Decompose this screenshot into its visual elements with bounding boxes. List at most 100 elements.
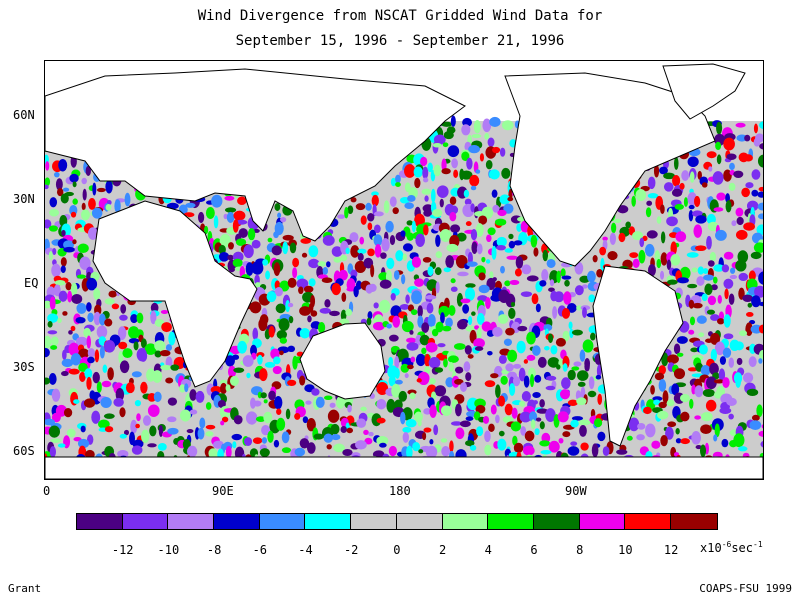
divergence-cell [125,382,135,394]
divergence-cell [600,257,605,272]
divergence-cell [431,328,439,337]
divergence-cell [287,302,294,308]
divergence-cell [516,223,523,232]
divergence-cell [492,326,503,337]
divergence-cell [494,218,507,226]
divergence-cell [485,259,491,264]
colorbar-tick-label: 6 [530,543,538,557]
divergence-cell [478,272,486,281]
divergence-cell [728,357,735,368]
divergence-cell [443,267,451,273]
divergence-cell [249,419,255,425]
divergence-cell [602,446,610,457]
divergence-cell [168,331,176,346]
divergence-cell [394,367,400,379]
divergence-cell [392,207,399,215]
divergence-cell [231,433,243,441]
colorbar-segment [77,514,123,529]
divergence-cell [276,408,282,415]
divergence-cell [298,286,304,295]
colorbar [76,513,718,530]
divergence-cell [87,312,94,323]
divergence-cell [252,437,263,445]
divergence-cell [501,120,514,131]
divergence-cell [77,243,89,253]
divergence-cell [449,211,457,222]
divergence-cell [681,170,690,181]
divergence-cell [422,432,427,441]
divergence-cell [500,375,508,385]
divergence-cell [54,279,66,286]
divergence-cell [530,419,536,430]
divergence-cell [561,275,572,280]
divergence-cell [496,236,507,247]
divergence-cell [636,434,645,441]
divergence-cell [68,368,80,375]
divergence-cell [144,343,157,355]
divergence-cell [455,403,462,417]
divergence-cell [582,307,587,319]
divergence-cell [364,437,373,445]
divergence-cell [709,362,719,376]
divergence-cell [329,310,340,317]
divergence-cell [441,168,451,175]
divergence-cell [87,348,96,358]
divergence-cell [617,205,629,214]
divergence-cell [292,257,300,268]
divergence-cell [179,384,186,393]
divergence-cell [47,320,53,328]
divergence-cell [570,419,579,428]
divergence-cell [70,325,76,332]
divergence-cell [436,185,449,199]
divergence-cell [567,446,580,456]
divergence-cell [533,400,538,405]
divergence-cell [758,301,763,307]
divergence-cell [102,364,108,373]
divergence-cell [713,276,718,284]
divergence-cell [528,367,536,379]
divergence-cell [161,322,172,333]
divergence-cell [460,382,468,392]
divergence-cell [653,164,660,178]
divergence-cell [588,294,596,303]
divergence-cell [280,216,287,223]
divergence-cell [402,243,413,252]
divergence-cell [441,121,453,127]
divergence-cell [735,229,748,240]
divergence-cell [49,197,58,208]
divergence-cell [412,441,421,452]
divergence-cell [282,241,289,255]
divergence-cell [450,278,456,284]
divergence-cell [398,390,408,402]
divergence-cell [757,154,763,168]
divergence-cell [662,390,669,404]
divergence-cell [245,411,258,425]
divergence-cell [545,408,556,422]
divergence-cell [394,355,400,370]
divergence-cell [492,204,500,213]
divergence-cell [92,182,97,196]
divergence-cell [85,165,91,177]
divergence-cell [117,449,129,458]
divergence-cell [114,199,121,213]
divergence-cell [717,294,722,304]
divergence-cell [263,399,268,404]
divergence-cell [267,430,274,443]
divergence-cell [561,377,571,390]
divergence-cell [379,279,392,289]
divergence-cell [273,439,280,448]
colorbar-segment [670,514,717,529]
divergence-cell [425,445,438,459]
divergence-cell [750,251,762,260]
colorbar-segment [625,514,671,529]
divergence-cell [690,347,699,353]
divergence-cell [323,433,333,443]
divergence-cell [626,435,633,441]
divergence-cell [691,267,698,273]
divergence-cell [388,445,398,457]
divergence-cell [401,274,406,285]
divergence-cell [687,367,698,372]
divergence-cell [218,251,230,262]
divergence-cell [671,383,680,396]
divergence-cell [273,231,279,239]
